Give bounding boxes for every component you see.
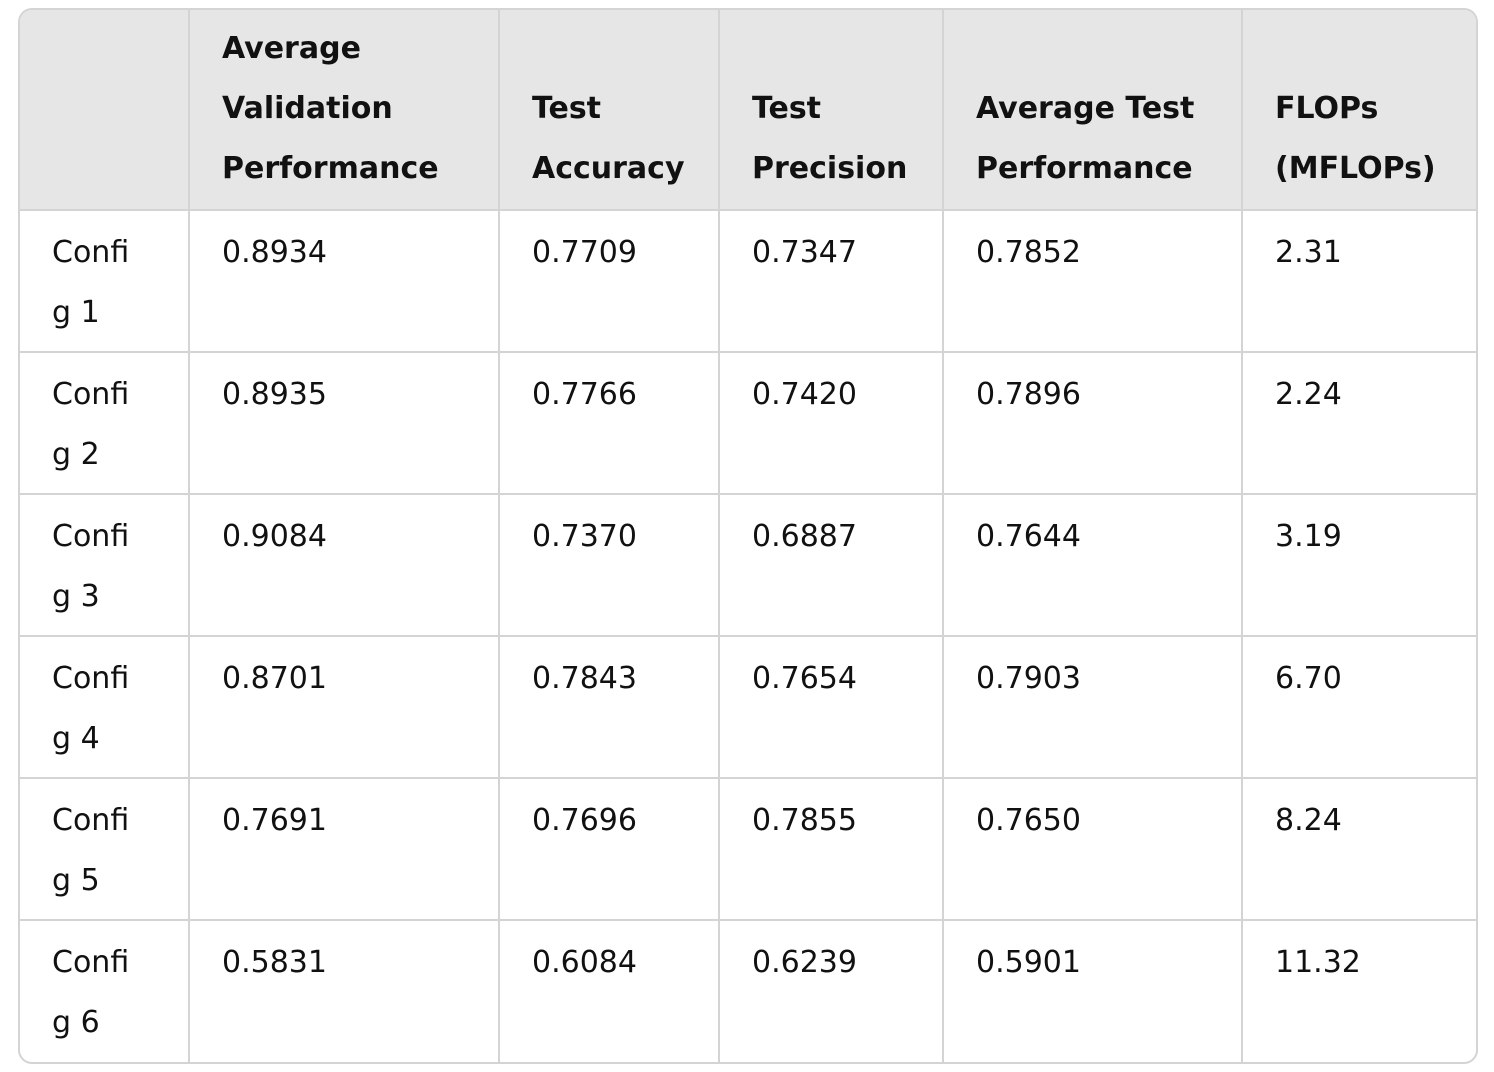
cell-test-accuracy: 0.7843 bbox=[498, 635, 720, 779]
cell-avg-test: 0.7650 bbox=[942, 777, 1243, 921]
table-row: Config 1 0.8934 0.7709 0.7347 0.7852 2.31 bbox=[20, 209, 1476, 353]
cell-avg-test: 0.7903 bbox=[942, 635, 1243, 779]
cell-avg-validation: 0.8701 bbox=[188, 635, 500, 779]
cell-test-precision: 0.7855 bbox=[718, 777, 944, 921]
cell-test-accuracy: 0.7696 bbox=[498, 777, 720, 921]
header-cell-empty bbox=[20, 10, 190, 211]
cell-test-accuracy: 0.7370 bbox=[498, 493, 720, 637]
table-row: Config 6 0.5831 0.6084 0.6239 0.5901 11.32 bbox=[20, 919, 1476, 1062]
cell-flops: 3.19 bbox=[1241, 493, 1476, 637]
cell-test-accuracy: 0.6084 bbox=[498, 919, 720, 1062]
cell-test-accuracy: 0.7709 bbox=[498, 209, 720, 353]
table-row: Config 2 0.8935 0.7766 0.7420 0.7896 2.24 bbox=[20, 351, 1476, 495]
cell-config-label: Config 2 bbox=[20, 351, 190, 495]
table-row: Config 4 0.8701 0.7843 0.7654 0.7903 6.70 bbox=[20, 635, 1476, 779]
results-table: Average Validation Performance Test Accu… bbox=[20, 10, 1476, 1062]
cell-flops: 6.70 bbox=[1241, 635, 1476, 779]
cell-config-label: Config 6 bbox=[20, 919, 190, 1062]
header-flops: FLOPs (MFLOPs) bbox=[1241, 10, 1476, 211]
cell-flops: 11.32 bbox=[1241, 919, 1476, 1062]
cell-avg-validation: 0.5831 bbox=[188, 919, 500, 1062]
cell-test-precision: 0.7347 bbox=[718, 209, 944, 353]
cell-flops: 2.31 bbox=[1241, 209, 1476, 353]
cell-avg-validation: 0.8935 bbox=[188, 351, 500, 495]
cell-test-precision: 0.6887 bbox=[718, 493, 944, 637]
cell-avg-test: 0.5901 bbox=[942, 919, 1243, 1062]
cell-test-precision: 0.7420 bbox=[718, 351, 944, 495]
cell-avg-validation: 0.7691 bbox=[188, 777, 500, 921]
cell-flops: 2.24 bbox=[1241, 351, 1476, 495]
header-avg-test: Average Test Performance bbox=[942, 10, 1243, 211]
header-test-precision: Test Precision bbox=[718, 10, 944, 211]
results-table-container: Average Validation Performance Test Accu… bbox=[18, 8, 1478, 1064]
cell-config-label: Config 1 bbox=[20, 209, 190, 353]
cell-config-label: Config 4 bbox=[20, 635, 190, 779]
cell-config-label: Config 5 bbox=[20, 777, 190, 921]
header-avg-validation: Average Validation Performance bbox=[188, 10, 500, 211]
cell-avg-validation: 0.9084 bbox=[188, 493, 500, 637]
table-row: Config 5 0.7691 0.7696 0.7855 0.7650 8.24 bbox=[20, 777, 1476, 921]
table-row: Config 3 0.9084 0.7370 0.6887 0.7644 3.19 bbox=[20, 493, 1476, 637]
cell-avg-test: 0.7644 bbox=[942, 493, 1243, 637]
cell-test-accuracy: 0.7766 bbox=[498, 351, 720, 495]
cell-test-precision: 0.7654 bbox=[718, 635, 944, 779]
cell-avg-test: 0.7896 bbox=[942, 351, 1243, 495]
cell-flops: 8.24 bbox=[1241, 777, 1476, 921]
header-test-accuracy: Test Accuracy bbox=[498, 10, 720, 211]
cell-test-precision: 0.6239 bbox=[718, 919, 944, 1062]
cell-avg-validation: 0.8934 bbox=[188, 209, 500, 353]
cell-avg-test: 0.7852 bbox=[942, 209, 1243, 353]
header-row: Average Validation Performance Test Accu… bbox=[20, 10, 1476, 211]
cell-config-label: Config 3 bbox=[20, 493, 190, 637]
